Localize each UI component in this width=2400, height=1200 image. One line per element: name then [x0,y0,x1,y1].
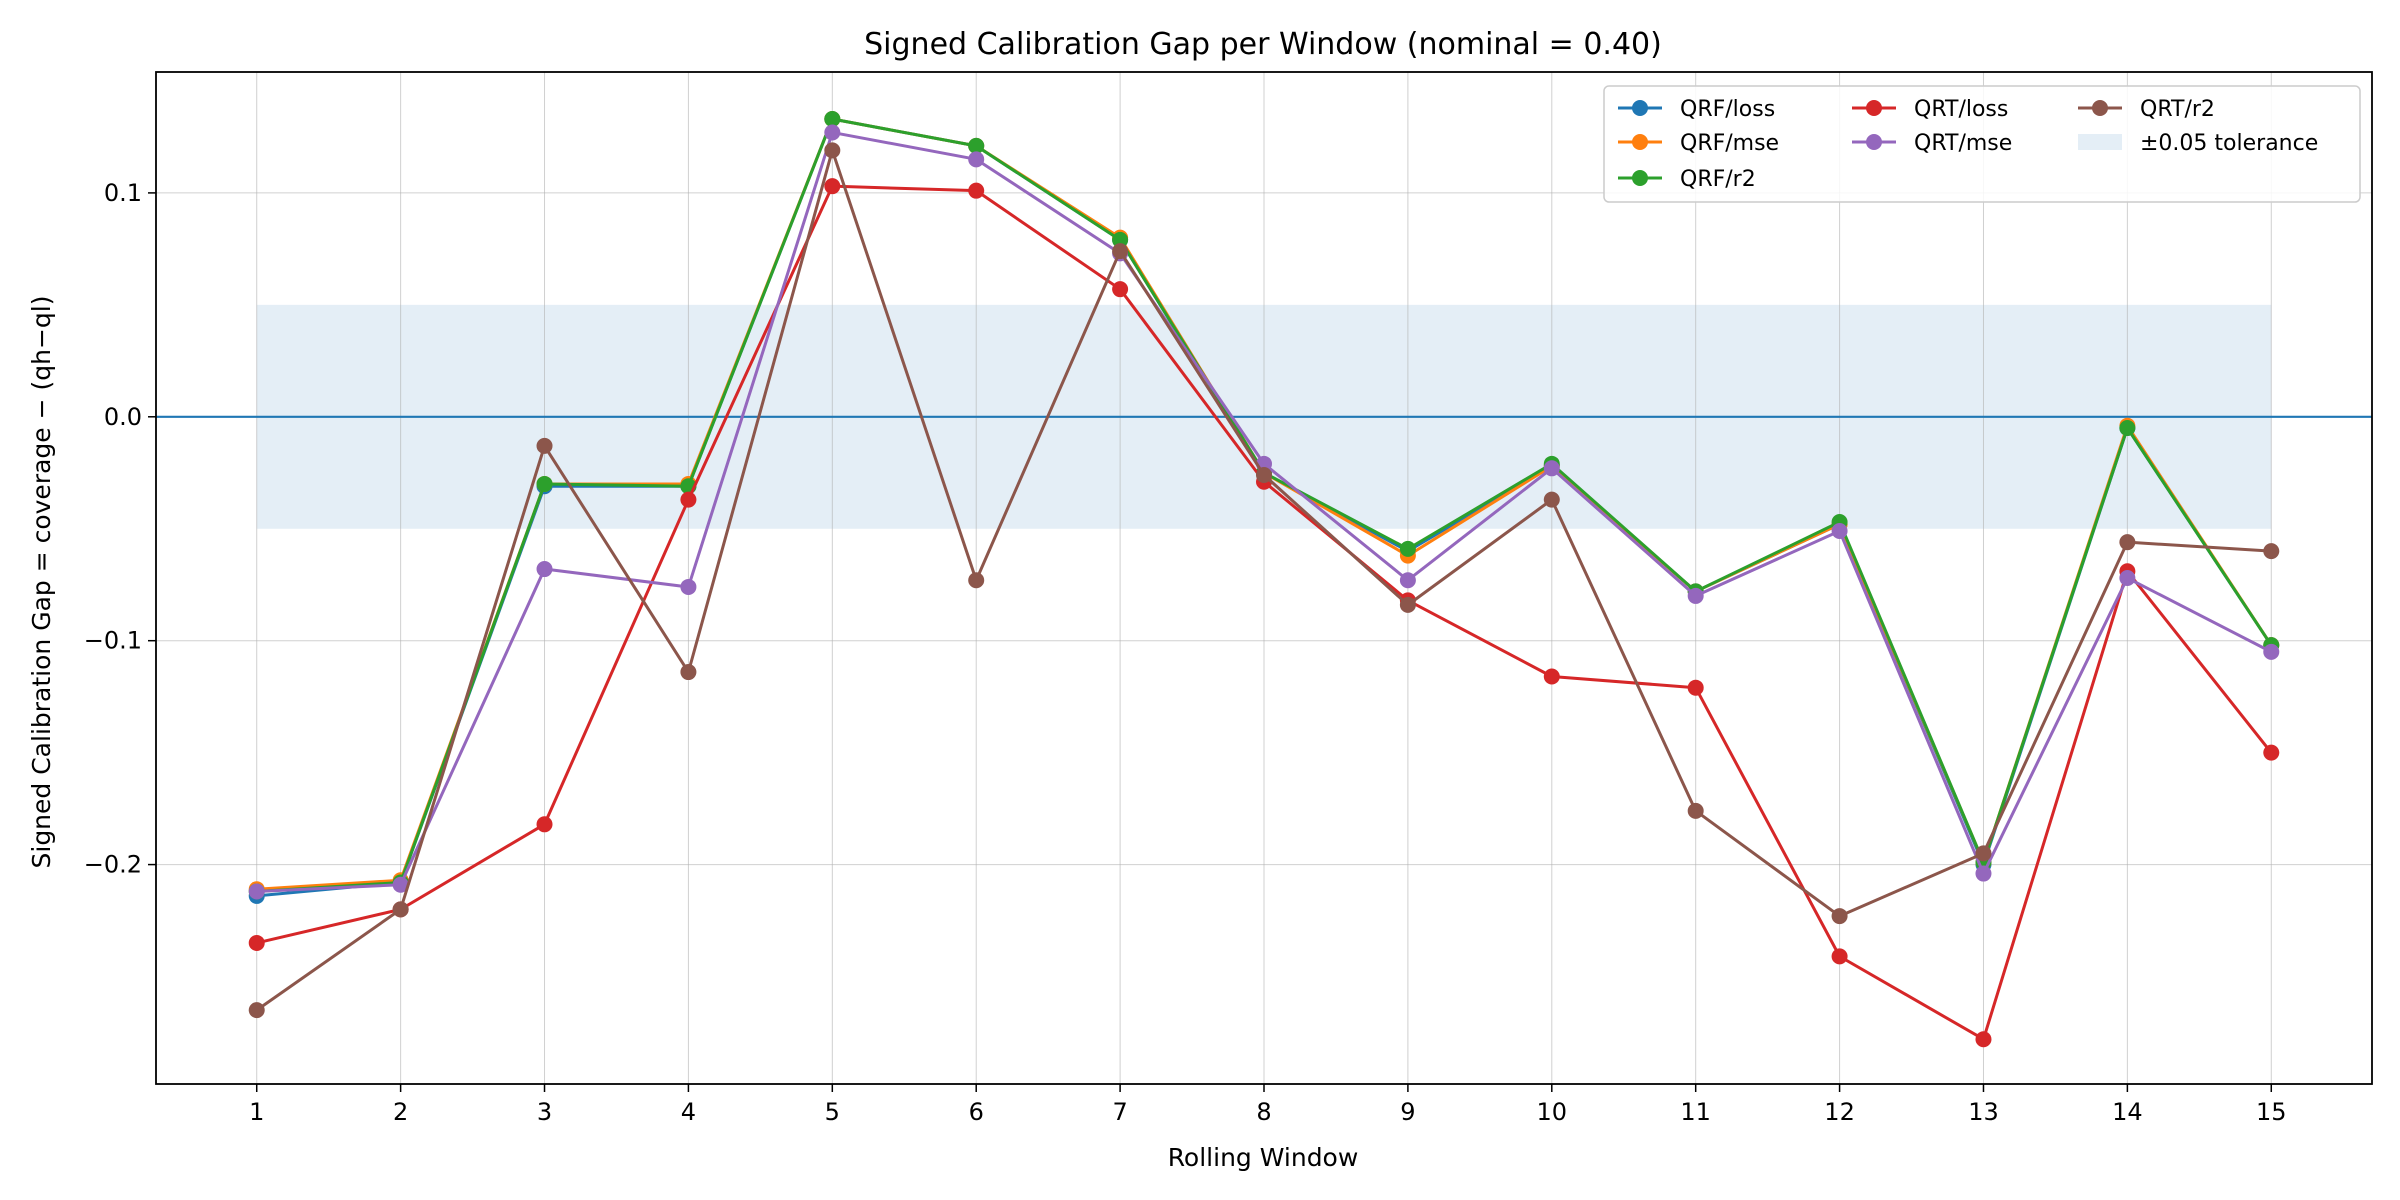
x-tick-label: 6 [969,1098,984,1126]
legend-label: QRF/r2 [1680,167,1756,192]
x-tick-label: 9 [1400,1098,1415,1126]
x-tick-label: 3 [537,1098,552,1126]
data-point [968,151,985,168]
data-point [536,561,553,578]
data-point [248,883,265,900]
y-tick-label: 0.1 [104,179,142,207]
data-point [824,178,841,195]
legend-label: QRF/mse [1680,131,1779,156]
x-tick-label: 5 [825,1098,840,1126]
data-point [1687,587,1704,604]
legend-item: QRT/r2 [2078,97,2215,122]
data-point [1399,572,1416,589]
data-point [1112,281,1129,298]
legend-label: QRT/r2 [2140,97,2215,122]
data-point [392,876,409,893]
x-tick-label: 11 [1680,1098,1711,1126]
data-point [680,491,697,508]
data-point [968,137,985,154]
data-point [1687,679,1704,696]
legend: QRF/loss QRF/mse QRF/r2 QRT/loss QRT/mse QRT/… [1603,85,2361,203]
legend-marker [1632,134,1648,150]
data-point [1975,845,1992,862]
legend-marker [1866,100,1882,116]
data-point [1831,522,1848,539]
x-tick-label: 2 [393,1098,408,1126]
data-point [1543,491,1560,508]
data-point [1975,1031,1992,1048]
data-point [2119,419,2136,436]
data-point [1112,231,1129,248]
legend-label: ±0.05 tolerance [2140,131,2318,156]
data-point [2119,570,2136,586]
x-tick-label: 7 [1112,1098,1127,1126]
legend-item: QRT/mse [1852,131,2012,156]
data-point [968,182,985,199]
x-tick-label: 4 [681,1098,696,1126]
legend-marker [2092,100,2108,116]
grid [156,72,2372,1084]
legend-box [1603,85,2361,203]
x-tick-label: 10 [1537,1098,1568,1126]
x-axis-label: Rolling Window [1168,1143,1359,1172]
x-tick-label: 1 [249,1098,264,1126]
data-point [2263,643,2280,660]
y-tick-label: −0.1 [84,627,142,655]
y-tick-label: 0.0 [104,403,142,431]
data-point [824,124,841,141]
legend-item: QRF/mse [1618,131,1779,156]
x-tick-label: 12 [1824,1098,1855,1126]
data-point [680,664,697,681]
data-point [248,934,265,951]
y-axis-label: Signed Calibration Gap = coverage − (qh−… [27,296,56,869]
data-point [536,816,553,833]
data-point [2263,543,2280,560]
y-tick-label: −0.2 [84,851,142,879]
data-point [680,578,697,595]
data-point [1831,948,1848,965]
x-tick-label: 14 [2112,1098,2143,1126]
legend-label: QRT/loss [1914,97,2008,122]
legend-marker [1632,170,1648,186]
data-point [824,142,841,159]
data-point [248,1002,265,1019]
x-tick-label: 8 [1256,1098,1271,1126]
data-point [536,475,553,492]
data-point [1256,467,1272,484]
chart-title: Signed Calibration Gap per Window (nomin… [864,27,1662,62]
legend-label: QRT/mse [1914,131,2012,156]
legend-label: QRF/loss [1680,97,1775,122]
data-point [2119,534,2136,551]
legend-marker [1632,100,1648,116]
data-point [1399,540,1416,557]
data-point [1831,908,1848,925]
legend-item: QRF/loss [1618,97,1775,122]
data-point [1975,865,1992,882]
data-point [1399,596,1416,613]
legend-item: QRF/r2 [1618,167,1756,192]
legend-item: ±0.05 tolerance [2078,131,2318,156]
data-point [2263,744,2280,761]
x-tick-label: 13 [1968,1098,1999,1126]
data-point [536,437,553,454]
x-tick-label: 15 [2256,1098,2287,1126]
data-point [392,901,409,918]
legend-marker [1866,134,1882,150]
data-point [824,111,841,128]
series-qrt-r2 [248,142,2280,1019]
data-point [1687,802,1704,819]
data-point [1543,460,1560,477]
legend-item: QRT/loss [1852,97,2008,122]
legend-band-swatch [2078,134,2122,150]
data-point [968,572,985,589]
data-point [1543,668,1560,685]
data-point [1112,243,1129,260]
